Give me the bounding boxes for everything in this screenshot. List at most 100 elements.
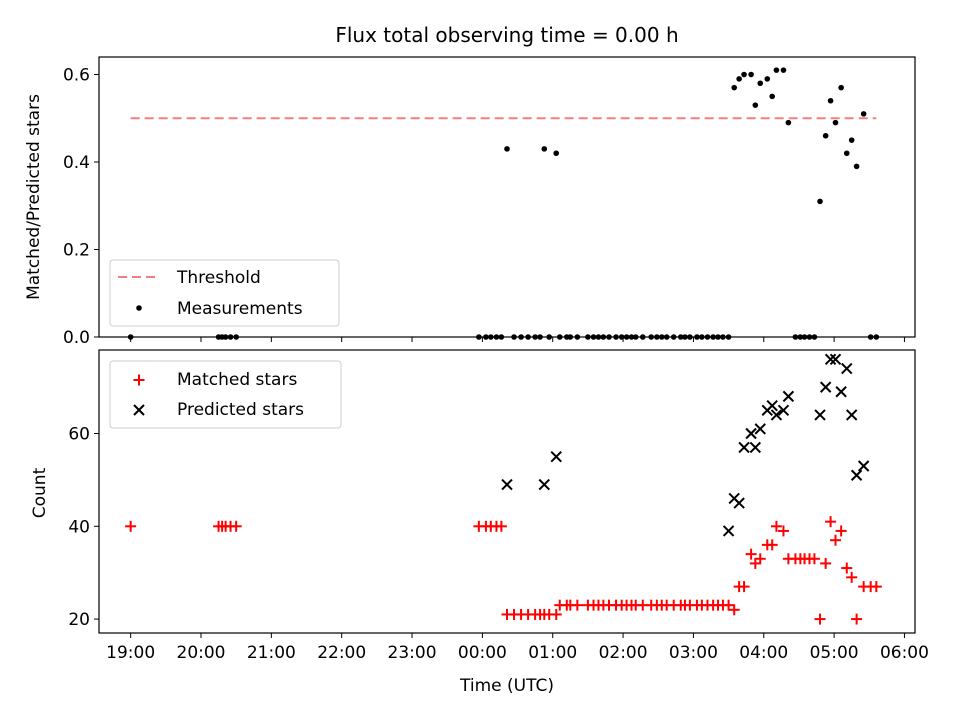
measurement-point (725, 334, 732, 340)
x-tick-label: 20:00 (177, 643, 226, 663)
measurement-point (797, 334, 804, 340)
measurement-point (670, 334, 677, 340)
measurement-point (811, 334, 818, 340)
predicted-star-point-b (550, 450, 562, 463)
measurement-point (720, 334, 726, 340)
x-tick-label: 19:00 (106, 643, 155, 663)
matched-star-point (825, 516, 837, 528)
measurement-point (498, 334, 505, 340)
measurement-point (639, 334, 646, 340)
measurement-point (769, 93, 775, 100)
measurement-point (860, 111, 867, 117)
x-tick-label: 00:00 (458, 643, 507, 663)
measurement-point (233, 334, 239, 340)
measurement-point (227, 334, 234, 340)
predicted-star-point (550, 450, 562, 463)
predicted-star-point-b (814, 409, 826, 421)
predicted-star-point (835, 386, 847, 398)
matched-star-point (851, 613, 863, 625)
x-tick-label: 02:00 (599, 643, 648, 663)
predicted-star-point-b (841, 362, 853, 375)
matched-star-point (125, 520, 137, 532)
measurement-point (488, 334, 494, 340)
legend-matched-label: Matched stars (177, 370, 297, 390)
predicted-star-point (829, 353, 842, 365)
measurement-point (663, 334, 670, 340)
y-tick-label: 40 (68, 517, 90, 537)
predicted-star-point (722, 525, 735, 537)
measurement-point (525, 334, 531, 340)
matched-star-point (723, 599, 735, 611)
measurement-point (752, 102, 759, 108)
measurement-point (567, 334, 574, 340)
measurement-point (476, 334, 482, 340)
measurement-point (822, 132, 829, 139)
predicted-star-point-b (722, 525, 735, 537)
predicted-star-point (766, 399, 778, 412)
measurement-point (785, 119, 792, 126)
top-legend: Threshold Measurements (109, 259, 340, 327)
bottom-plot-area (98, 349, 916, 634)
x-tick-label: 01:00 (528, 643, 577, 663)
matched-star-point (777, 525, 789, 537)
measurement-point (741, 71, 747, 78)
legend-threshold-label: Threshold (176, 268, 261, 288)
matched-star-point (770, 520, 782, 532)
predicted-star-point-b (754, 423, 766, 435)
matched-star-point (230, 520, 242, 532)
legend-matched-swatch (133, 374, 145, 386)
matched-star-point (814, 613, 826, 625)
predicted-star-point (770, 409, 783, 421)
predicted-star-point (738, 441, 750, 454)
measurement-point (731, 84, 738, 91)
measurement-point (801, 334, 808, 340)
measurement-point (518, 334, 524, 340)
top-plot-area (98, 56, 916, 338)
measurement-point (532, 334, 538, 340)
measurement-point (127, 334, 134, 340)
x-tick-label: 21:00 (247, 643, 296, 663)
predicted-star-point-b (733, 497, 745, 509)
measurement-point (493, 334, 500, 340)
measurement-point (504, 146, 510, 152)
predicted-star-point-b (824, 353, 837, 365)
count-points (125, 353, 882, 625)
measurement-point (590, 334, 597, 340)
bottom-legend-box (109, 360, 342, 429)
measurement-point (658, 334, 665, 340)
predicted-star-point (814, 409, 826, 421)
x-tick-label: 23:00 (388, 643, 437, 663)
matched-star-point (550, 608, 562, 620)
measurement-point (511, 334, 517, 340)
measurement-point (715, 334, 721, 340)
predicted-star-point-b (745, 427, 757, 440)
measurement-point (838, 84, 844, 91)
x-tick-label: 05:00 (810, 643, 859, 663)
matched-star-point (870, 581, 882, 593)
predicted-star-point (845, 409, 858, 421)
top-legend-box (109, 259, 340, 327)
measurement-point (832, 119, 839, 126)
measurement-point (537, 334, 543, 340)
y-tick-label: 0.6 (63, 66, 90, 86)
predicted-star-point (777, 404, 790, 417)
measurement-point (618, 334, 625, 340)
measurement-point (574, 334, 581, 340)
predicted-star-point-b (766, 399, 778, 412)
measurement-point (483, 334, 489, 340)
predicted-star-point-b (829, 353, 842, 365)
matched-star-point (841, 562, 853, 574)
chart-title: Flux total observing time = 0.00 h (335, 23, 678, 47)
predicted-star-point-b (749, 441, 762, 454)
measurement-point (546, 334, 553, 340)
measurement-point (553, 150, 560, 157)
predicted-star-point (745, 427, 757, 440)
matched-star-point (846, 571, 858, 583)
predicted-star-point-b (845, 409, 858, 421)
y-tick-label: 0.0 (63, 328, 90, 348)
legend-matched-marker (133, 374, 145, 386)
measurement-point (867, 334, 874, 340)
predicted-star-point (819, 381, 832, 393)
predicted-star-point (782, 390, 795, 403)
